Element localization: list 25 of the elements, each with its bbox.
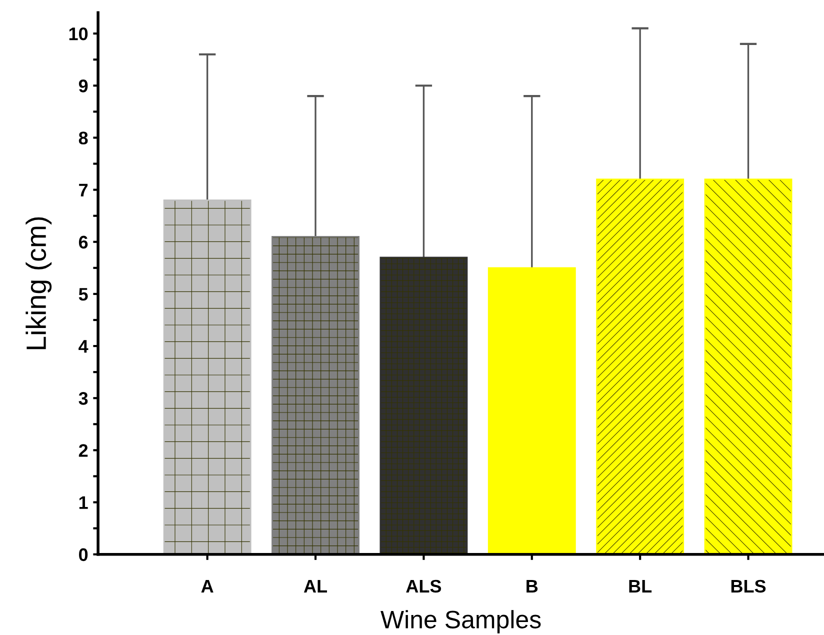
y-tick-label: 3 <box>78 392 88 405</box>
x-tick-label: BLS <box>731 580 766 593</box>
y-tick-label: 4 <box>78 340 88 353</box>
y-tick-label: 1 <box>79 496 88 509</box>
x-axis-title: Wine Samples <box>380 610 541 634</box>
x-tick-label: B <box>526 580 538 592</box>
y-tick-label: 10 <box>69 27 88 40</box>
x-tick-label: BL <box>629 580 652 592</box>
bar <box>488 267 576 554</box>
x-tick-label: AL <box>304 580 327 592</box>
y-tick-label: 9 <box>78 80 88 92</box>
y-tick-label: 2 <box>78 444 88 457</box>
y-tick-label: 5 <box>78 288 88 301</box>
y-tick-label: 0 <box>79 548 88 562</box>
bar <box>272 236 360 554</box>
y-tick-label: 8 <box>78 132 88 144</box>
bar <box>163 200 252 554</box>
x-tick-label: A <box>201 580 214 592</box>
bar <box>596 178 684 554</box>
y-tick-label: 7 <box>79 184 88 196</box>
bar <box>704 178 792 554</box>
y-axis-title: Liking (cm) <box>26 217 52 350</box>
y-tick-label: 6 <box>78 236 88 249</box>
bar <box>380 256 468 554</box>
x-tick-label: ALS <box>406 580 442 593</box>
